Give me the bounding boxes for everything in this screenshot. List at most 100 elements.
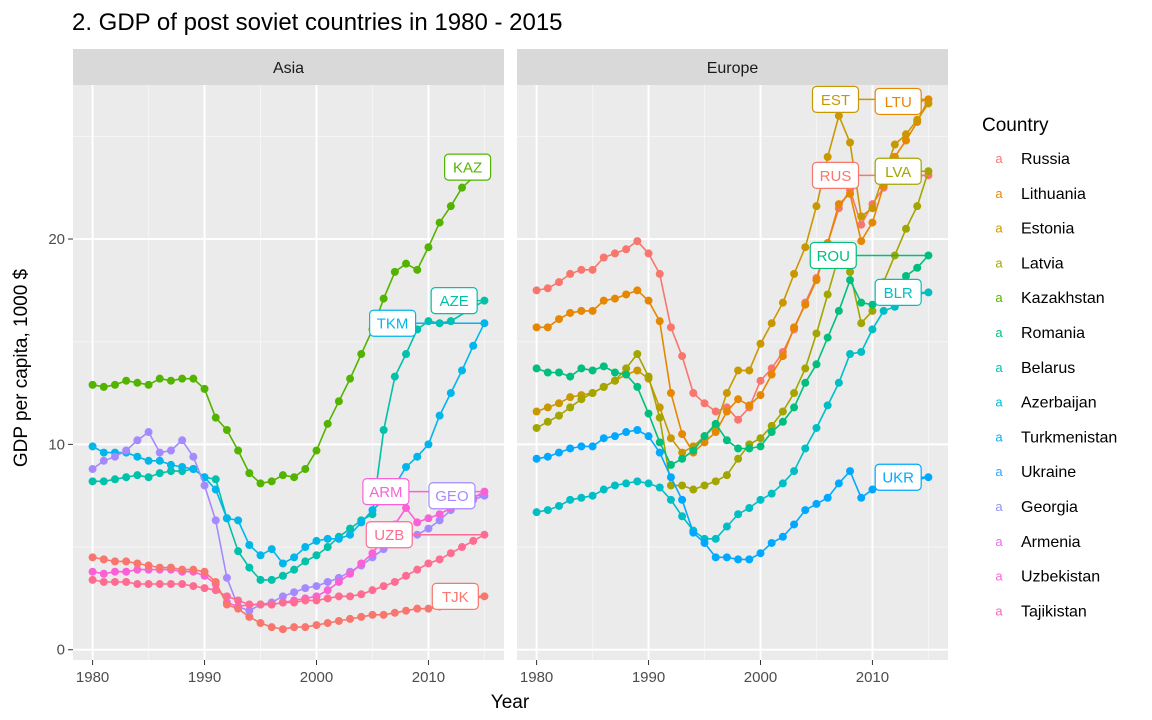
data-point-latvia — [588, 389, 597, 398]
data-point-romania — [599, 362, 608, 371]
data-point-kazakhstan — [166, 376, 175, 385]
data-point-latvia — [868, 306, 877, 315]
data-point-estonia — [554, 399, 563, 408]
data-point-azerbaijan — [290, 565, 299, 574]
data-point-estonia — [678, 448, 687, 457]
legend-key: a — [995, 186, 1003, 201]
data-point-belarus — [599, 485, 608, 494]
data-point-latvia — [622, 364, 631, 373]
legend-key: a — [995, 534, 1003, 549]
data-point-uzbekistan — [312, 596, 321, 605]
strip-europe — [517, 49, 948, 85]
data-point-georgia — [323, 577, 332, 586]
data-point-kazakhstan — [323, 419, 332, 428]
legend-label: Uzbekistan — [1021, 569, 1100, 586]
legend-item-azerbaijan: a Azerbaijan — [995, 395, 1096, 412]
data-point-belarus — [778, 479, 787, 488]
data-point-belarus — [857, 347, 866, 356]
data-point-lithuania — [868, 218, 877, 227]
x-axis-label: Year — [491, 692, 530, 713]
label-tag-rou: ROU — [809, 241, 929, 270]
data-point-latvia — [711, 477, 720, 486]
data-point-latvia — [666, 481, 675, 490]
legend-item-turkmenistan: a Turkmenistan — [995, 429, 1117, 446]
data-point-tajikistan — [211, 577, 220, 586]
legend-item-armenia: a Armenia — [995, 534, 1080, 551]
data-point-romania — [801, 378, 810, 387]
data-point-latvia — [902, 224, 911, 233]
data-point-kazakhstan — [435, 218, 444, 227]
data-point-uzbekistan — [234, 596, 243, 605]
data-point-lithuania — [722, 407, 731, 416]
data-point-romania — [711, 419, 720, 428]
legend-label: Armenia — [1021, 534, 1081, 551]
data-point-russia — [543, 284, 552, 293]
data-point-tajikistan — [166, 563, 175, 572]
legend-label: Lithuania — [1021, 186, 1086, 203]
data-point-ukraine — [745, 555, 754, 564]
data-point-estonia — [532, 407, 541, 416]
data-point-turkmenistan — [301, 543, 310, 552]
data-point-romania — [678, 454, 687, 463]
data-point-romania — [588, 366, 597, 375]
data-point-ukraine — [599, 434, 608, 443]
data-point-azerbaijan — [256, 575, 265, 584]
data-point-belarus — [756, 495, 765, 504]
data-point-russia — [610, 249, 619, 258]
data-point-kazakhstan — [211, 413, 220, 422]
data-point-tajikistan — [357, 612, 366, 621]
data-point-georgia — [435, 516, 444, 525]
data-point-latvia — [532, 423, 541, 432]
data-point-azerbaijan — [99, 477, 108, 486]
data-point-armenia — [424, 514, 433, 523]
data-point-turkmenistan — [424, 440, 433, 449]
data-point-uzbekistan — [357, 590, 366, 599]
strip-asia — [73, 49, 504, 85]
panel-background — [73, 85, 504, 660]
data-point-uzbekistan — [290, 598, 299, 607]
legend-key: a — [995, 221, 1003, 236]
data-point-ukraine — [588, 442, 597, 451]
data-point-lithuania — [633, 286, 642, 295]
data-point-latvia — [756, 434, 765, 443]
data-point-georgia — [222, 573, 231, 582]
data-point-lithuania — [599, 296, 608, 305]
data-point-uzbekistan — [402, 571, 411, 580]
data-point-lithuania — [902, 136, 911, 145]
data-point-kazakhstan — [379, 294, 388, 303]
data-point-estonia — [823, 152, 832, 161]
data-point-latvia — [913, 202, 922, 211]
legend: Country a Russia a Lithuania a Estonia a Latvia… — [982, 115, 1117, 620]
data-point-turkmenistan — [469, 341, 478, 350]
data-point-armenia — [346, 569, 355, 578]
data-point-estonia — [566, 393, 575, 402]
data-point-turkmenistan — [413, 452, 422, 461]
data-point-kazakhstan — [144, 380, 153, 389]
data-point-russia — [633, 237, 642, 246]
data-point-armenia — [368, 549, 377, 558]
data-point-estonia — [846, 138, 855, 147]
data-point-belarus — [577, 493, 586, 502]
y-tick-label: 10 — [48, 436, 65, 453]
data-point-ukraine — [711, 553, 720, 562]
label-box — [431, 582, 479, 610]
strip-label-asia: Asia — [273, 60, 304, 77]
data-point-russia — [655, 269, 664, 278]
data-point-kazakhstan — [290, 473, 299, 482]
data-point-latvia — [543, 417, 552, 426]
label-tag-est: EST — [811, 85, 929, 113]
data-point-kazakhstan — [88, 380, 97, 389]
data-point-ukraine — [812, 499, 821, 508]
data-point-turkmenistan — [402, 462, 411, 471]
data-point-kazakhstan — [110, 380, 119, 389]
data-point-estonia — [902, 130, 911, 139]
data-point-tajikistan — [402, 606, 411, 615]
x-tick-label: 2010 — [412, 669, 445, 686]
legend-item-latvia: a Latvia — [995, 255, 1063, 272]
data-point-russia — [588, 265, 597, 274]
data-point-ukraine — [577, 442, 586, 451]
data-point-kazakhstan — [334, 397, 343, 406]
legend-key: a — [995, 290, 1003, 305]
data-point-romania — [846, 276, 855, 285]
data-point-georgia — [155, 448, 164, 457]
